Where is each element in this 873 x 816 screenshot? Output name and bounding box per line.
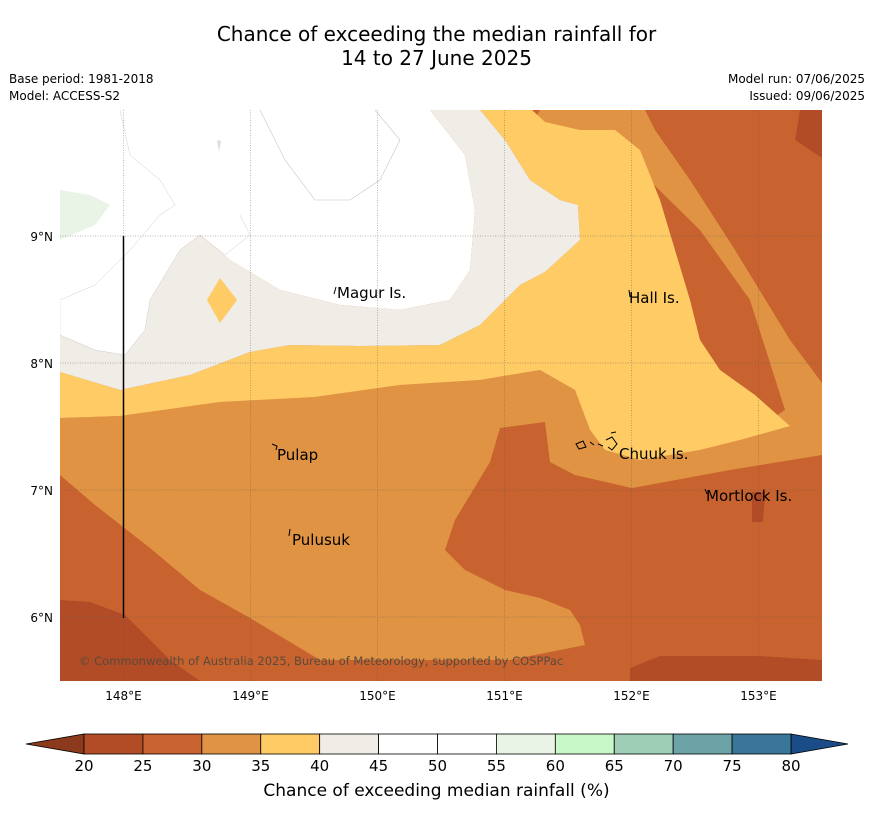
- colorbar-under-arrow: [25, 733, 85, 755]
- island-hall: [628, 289, 631, 298]
- colorbar-tick-label: 40: [310, 757, 329, 775]
- colorbar-tick-label: 25: [133, 757, 152, 775]
- island-mortlock: [704, 488, 708, 495]
- colorbar-swatch: [496, 733, 556, 755]
- lon-tick-label: 150°E: [359, 689, 396, 703]
- colorbar-tick-label: 20: [74, 757, 93, 775]
- region-55-60: [60, 190, 110, 240]
- colorbar-tick-label: 55: [487, 757, 506, 775]
- base-period-text: Base period: 1981-2018: [9, 72, 154, 86]
- lon-tick-label: 153°E: [740, 689, 777, 703]
- place-labels: Magur Is. Hall Is. Pulap Chuuk Is. Mortl…: [277, 284, 792, 549]
- colorbar-swatch: [319, 733, 379, 755]
- meta-left: Base period: 1981-2018 Model: ACCESS-S2: [9, 71, 154, 105]
- colorbar-tick-label: 60: [546, 757, 565, 775]
- region-35-40-patch-top: [207, 278, 237, 323]
- island-pulap: [271, 443, 278, 451]
- colorbar-swatch: [613, 733, 674, 755]
- colorbar-tick-label: 80: [781, 757, 800, 775]
- model-text: Model: ACCESS-S2: [9, 89, 121, 103]
- island-shapes: [271, 286, 708, 537]
- region-20-25-mortlock: [752, 492, 765, 522]
- chart-title-line2: 14 to 27 June 2025: [341, 46, 532, 70]
- model-run-text: Model run: 07/06/2025: [727, 72, 865, 86]
- colorbar-swatch: [731, 733, 792, 755]
- region-35-40: [60, 110, 790, 460]
- colorbar-tick-label: 75: [723, 757, 742, 775]
- label-hall: Hall Is.: [629, 289, 680, 307]
- lon-tick-label: 149°E: [232, 689, 269, 703]
- region-25-30-east: [655, 110, 822, 383]
- colorbar-tick-label: 45: [369, 757, 388, 775]
- chart-title: Chance of exceeding the median rainfall …: [0, 22, 873, 70]
- colorbar-swatch: [378, 733, 438, 755]
- colorbar-tick-label: 65: [605, 757, 624, 775]
- colorbar-tick-label: 50: [428, 757, 447, 775]
- region-20-25-ne: [795, 110, 822, 158]
- copyright-notice: © Commonwealth of Australia 2025, Bureau…: [79, 654, 563, 668]
- colorbar-tick-label: 70: [664, 757, 683, 775]
- meta-right: Model run: 07/06/2025 Issued: 09/06/2025: [728, 71, 865, 105]
- region-20-25-sw: [60, 600, 200, 681]
- colorbar-swatch: [201, 733, 262, 755]
- colorbar-swatch: [554, 733, 615, 755]
- region-40-45: [60, 110, 580, 390]
- colorbar-swatch: [142, 733, 203, 755]
- island-magur: [333, 286, 337, 295]
- contour-line-45: [259, 110, 401, 201]
- lon-tick-label: 152°E: [613, 689, 650, 703]
- lon-tick-label: 151°E: [486, 689, 523, 703]
- colorbar-swatch: [672, 733, 733, 755]
- lat-tick-label: 8°N: [30, 357, 53, 371]
- map-panel: [60, 110, 822, 681]
- island-chuuk: [575, 431, 618, 451]
- label-pulap: Pulap: [277, 446, 318, 464]
- colorbar: 20 25 30 35 40 45 50 55 60 65 70 75 80: [25, 733, 849, 775]
- latitude-labels: 9°N 8°N 7°N 6°N: [30, 230, 53, 625]
- label-magur: Magur Is.: [337, 284, 406, 302]
- island-pulusuk: [288, 528, 291, 537]
- lat-tick-label: 7°N: [30, 484, 53, 498]
- label-pulusuk: Pulusuk: [292, 531, 350, 549]
- lat-tick-label: 6°N: [30, 611, 53, 625]
- chart-title-line1: Chance of exceeding the median rainfall …: [216, 22, 657, 46]
- issued-text: Issued: 09/06/2025: [749, 89, 865, 103]
- longitude-labels: 148°E 149°E 150°E 151°E 152°E 153°E: [105, 689, 777, 703]
- colorbar-over-arrow: [790, 733, 849, 755]
- colorbar-title: Chance of exceeding median rainfall (%): [263, 781, 610, 801]
- label-mortlock: Mortlock Is.: [706, 487, 792, 505]
- colorbar-tick-label: 30: [192, 757, 211, 775]
- region-45-55: [60, 110, 475, 355]
- region-20-25-se: [630, 656, 822, 681]
- label-chuuk: Chuuk Is.: [619, 445, 688, 463]
- lat-tick-label: 9°N: [30, 230, 53, 244]
- colorbar-swatch: [437, 733, 497, 755]
- colorbar-swatch: [83, 733, 144, 755]
- colorbar-tick-label: 35: [251, 757, 270, 775]
- colorbar-swatch: [260, 733, 321, 755]
- lon-tick-label: 148°E: [105, 689, 142, 703]
